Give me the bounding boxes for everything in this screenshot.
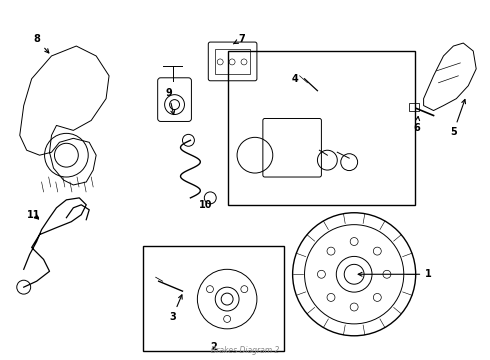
Text: 9: 9	[165, 88, 174, 114]
Bar	[215, 49, 250, 74]
Bar	[409, 103, 418, 111]
Text: 3: 3	[169, 295, 182, 322]
Text: 11: 11	[27, 210, 40, 220]
Bar	[143, 247, 284, 351]
Text: 2: 2	[210, 342, 217, 352]
Text: Brakes Diagram 2: Brakes Diagram 2	[211, 346, 279, 355]
Text: 1: 1	[358, 269, 432, 279]
Text: 8: 8	[33, 34, 49, 53]
Text: 5: 5	[450, 99, 465, 138]
Bar	[228, 51, 415, 205]
Text: 7: 7	[233, 34, 245, 44]
Text: 6: 6	[413, 117, 420, 134]
Text: 4: 4	[291, 74, 298, 84]
Text: 10: 10	[198, 200, 212, 210]
